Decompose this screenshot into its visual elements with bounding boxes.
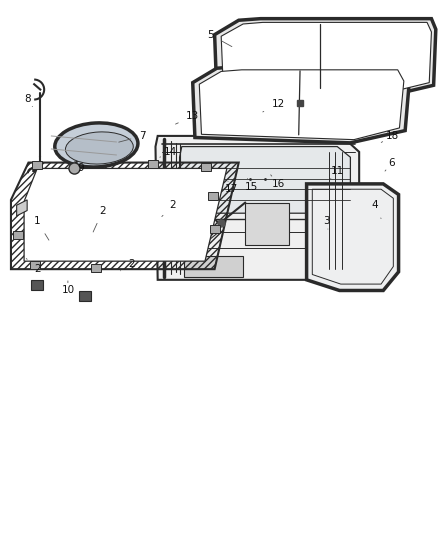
Polygon shape <box>155 136 359 280</box>
Text: 3: 3 <box>323 216 330 229</box>
Text: 2: 2 <box>120 259 135 271</box>
FancyBboxPatch shape <box>201 163 211 171</box>
Text: 7: 7 <box>119 131 146 142</box>
FancyBboxPatch shape <box>208 192 218 200</box>
Polygon shape <box>215 19 436 99</box>
Text: 6: 6 <box>385 158 396 171</box>
Polygon shape <box>17 200 27 216</box>
Text: 8: 8 <box>24 94 32 107</box>
Text: 2: 2 <box>93 206 106 232</box>
Polygon shape <box>221 22 431 95</box>
Polygon shape <box>24 168 227 261</box>
Text: 18: 18 <box>381 131 399 142</box>
Text: 2: 2 <box>26 259 41 274</box>
FancyBboxPatch shape <box>210 225 219 233</box>
Text: 4: 4 <box>371 200 381 219</box>
Text: 15: 15 <box>245 179 258 191</box>
FancyBboxPatch shape <box>79 291 92 301</box>
Text: 2: 2 <box>162 200 177 216</box>
Text: 5: 5 <box>207 30 232 46</box>
FancyBboxPatch shape <box>78 160 88 168</box>
Text: 9: 9 <box>74 161 85 173</box>
FancyBboxPatch shape <box>92 263 101 272</box>
FancyBboxPatch shape <box>32 161 42 169</box>
Text: 11: 11 <box>331 166 344 179</box>
FancyBboxPatch shape <box>14 230 23 239</box>
FancyBboxPatch shape <box>245 203 289 245</box>
Polygon shape <box>199 70 404 140</box>
Text: 1: 1 <box>34 216 49 240</box>
Text: 10: 10 <box>61 281 74 295</box>
Text: 17: 17 <box>225 181 238 194</box>
Polygon shape <box>193 67 410 143</box>
Ellipse shape <box>55 123 138 167</box>
Polygon shape <box>307 184 399 290</box>
Text: 14: 14 <box>160 147 177 157</box>
Polygon shape <box>180 147 350 213</box>
Text: 13: 13 <box>176 111 199 124</box>
FancyBboxPatch shape <box>148 160 158 168</box>
Text: 16: 16 <box>271 175 285 189</box>
Text: 12: 12 <box>263 99 285 112</box>
Polygon shape <box>184 256 243 277</box>
FancyBboxPatch shape <box>31 280 43 290</box>
Ellipse shape <box>65 132 133 164</box>
FancyBboxPatch shape <box>30 261 40 270</box>
